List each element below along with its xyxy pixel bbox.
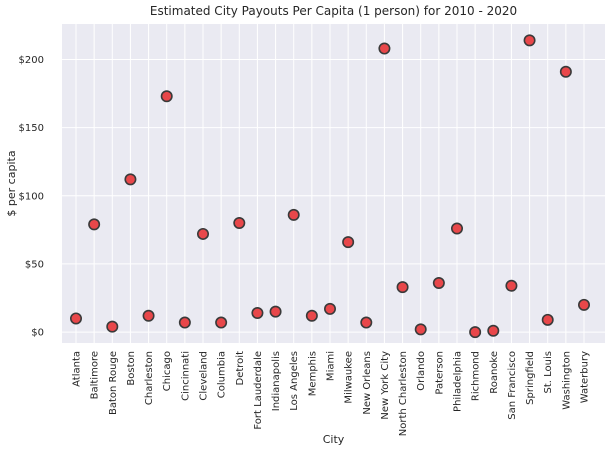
y-tick-label: $150 (19, 123, 44, 134)
data-point (523, 34, 536, 47)
data-point (142, 309, 155, 322)
data-point (88, 218, 101, 231)
data-point (396, 281, 409, 294)
y-tick-labels: $0 $50 $100 $150 $200 (19, 55, 44, 339)
x-tick-label: Cincinnati (180, 351, 191, 401)
data-point (450, 222, 463, 235)
data-point (323, 302, 336, 315)
x-tick-label: Roanoke (489, 351, 500, 394)
x-tick-label: San Francisco (507, 351, 518, 420)
x-tick-label: Paterson (434, 351, 445, 395)
x-axis-label: City (323, 433, 345, 446)
x-tick-label: Boston (126, 351, 137, 386)
data-point (178, 316, 191, 329)
x-tick-label: Memphis (307, 351, 318, 396)
x-tick-label: Baton Rouge (108, 351, 119, 415)
data-point (305, 309, 318, 322)
data-point (487, 324, 500, 337)
data-point (233, 217, 246, 230)
x-tick-label: Washington (561, 351, 572, 410)
y-tick-label: $100 (19, 191, 44, 202)
x-tick-labels: Atlanta Baltimore Baton Rouge Boston Charles… (72, 351, 591, 436)
x-tick-label: St. Louis (543, 351, 554, 393)
data-point (432, 277, 445, 290)
x-tick-label: Indianapolis (271, 351, 282, 411)
data-point (414, 323, 427, 336)
x-tick-label: Charleston (144, 351, 155, 405)
x-tick-label: Richmond (471, 351, 482, 401)
x-tick-label: Detroit (235, 351, 246, 386)
x-tick-label: Orlando (416, 351, 427, 391)
y-axis-label: $ per capita (5, 150, 18, 216)
data-points (70, 34, 590, 339)
data-point (505, 279, 518, 292)
data-point (287, 208, 300, 221)
data-point (469, 326, 482, 339)
x-tick-label: Miami (326, 351, 337, 381)
grid (62, 24, 605, 343)
data-point (197, 227, 210, 240)
data-point (124, 173, 137, 186)
plot-area (62, 24, 605, 343)
chart-title: Estimated City Payouts Per Capita (1 per… (150, 4, 517, 18)
data-point (70, 312, 83, 325)
x-tick-label: Springfield (525, 351, 536, 405)
data-point (378, 42, 391, 55)
x-tick-label: Cleveland (199, 351, 210, 401)
data-point (269, 305, 282, 318)
x-tick-label: North Charleston (398, 351, 409, 436)
data-point (106, 320, 119, 333)
x-tick-label: Los Angeles (289, 351, 300, 411)
data-point (160, 90, 173, 103)
data-point (541, 313, 554, 326)
y-tick-label: $0 (31, 328, 44, 339)
data-point (215, 316, 228, 329)
x-tick-label: New Orleans (362, 351, 373, 415)
data-point (251, 307, 264, 320)
x-tick-label: Fort Lauderdale (253, 351, 264, 430)
data-point (559, 65, 572, 78)
y-tick-label: $50 (25, 259, 44, 270)
data-point (577, 298, 590, 311)
y-tick-label: $200 (19, 55, 44, 66)
x-tick-label: Baltimore (90, 351, 101, 399)
x-tick-label: Atlanta (72, 351, 83, 387)
x-tick-label: New York City (380, 351, 391, 420)
x-tick-label: Philadelphia (453, 351, 464, 412)
x-tick-label: Chicago (162, 351, 173, 391)
x-tick-label: Milwaukee (344, 351, 355, 404)
data-point (342, 236, 355, 249)
x-tick-label: Waterbury (580, 351, 591, 403)
data-point (360, 316, 373, 329)
x-tick-label: Columbia (217, 351, 228, 398)
